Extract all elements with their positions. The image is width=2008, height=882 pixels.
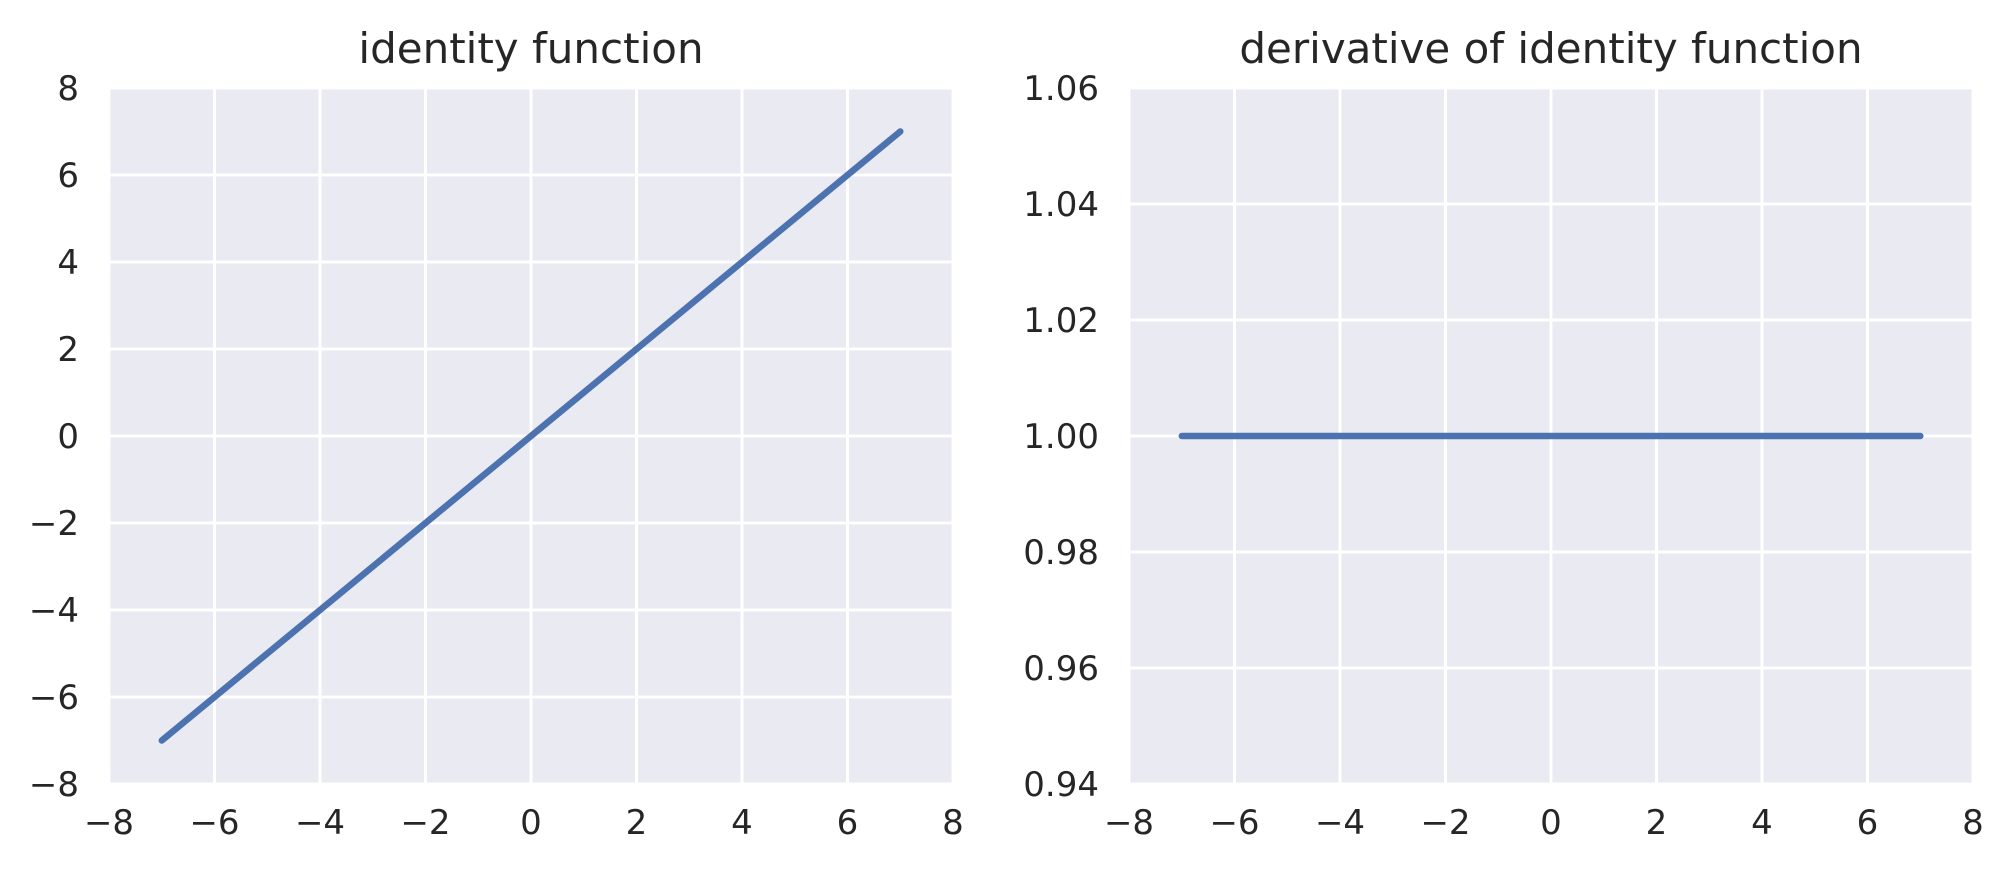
y-tick-label: 0 bbox=[57, 417, 79, 457]
y-tick-label: 1.02 bbox=[1023, 301, 1099, 341]
y-tick-label: −6 bbox=[29, 678, 79, 718]
derivative-chart-title: derivative of identity function bbox=[1239, 24, 1862, 73]
y-tick-label: 0.98 bbox=[1023, 533, 1099, 573]
identity-chart-title: identity function bbox=[358, 24, 703, 73]
x-tick-label: 8 bbox=[942, 803, 964, 843]
x-tick-label: 0 bbox=[1540, 803, 1562, 843]
y-tick-label: −8 bbox=[29, 765, 79, 805]
y-tick-label: 0.94 bbox=[1023, 765, 1099, 805]
x-tick-label: −2 bbox=[400, 803, 450, 843]
y-tick-label: 2 bbox=[57, 330, 79, 370]
x-tick-label: −4 bbox=[295, 803, 345, 843]
y-tick-label: 8 bbox=[57, 69, 79, 109]
y-tick-label: 1.04 bbox=[1023, 185, 1099, 225]
derivative-tick-labels: −8 −6 −4 −2 0 2 4 6 8 0.94 0.96 0.98 1.00 1.02 1.04 1.0… bbox=[1023, 69, 1984, 843]
x-tick-label: 6 bbox=[837, 803, 859, 843]
x-tick-label: −8 bbox=[84, 803, 134, 843]
identity-tick-labels: −8 −6 −4 −2 0 2 4 6 8 −8 −6 −4 −2 0 2 4 6 8 bbox=[29, 69, 964, 843]
x-tick-label: −4 bbox=[1315, 803, 1365, 843]
y-tick-label: 0.96 bbox=[1023, 649, 1099, 689]
x-tick-label: 4 bbox=[731, 803, 753, 843]
identity-chart: −8 −6 −4 −2 0 2 4 6 8 −8 −6 −4 −2 0 2 4 6 8 identity func… bbox=[29, 24, 964, 843]
x-tick-label: 2 bbox=[1646, 803, 1668, 843]
x-tick-label: −6 bbox=[189, 803, 239, 843]
x-tick-label: 0 bbox=[520, 803, 542, 843]
derivative-chart: −8 −6 −4 −2 0 2 4 6 8 0.94 0.96 0.98 1.00 1.02 1.04 1.0… bbox=[1023, 24, 1984, 843]
x-tick-label: −2 bbox=[1420, 803, 1470, 843]
identity-series bbox=[158, 128, 904, 744]
x-tick-label: −8 bbox=[1104, 803, 1154, 843]
y-tick-label: 1.00 bbox=[1023, 417, 1099, 457]
x-tick-label: 4 bbox=[1751, 803, 1773, 843]
x-tick-label: 2 bbox=[626, 803, 648, 843]
y-tick-label: 1.06 bbox=[1023, 69, 1099, 109]
y-tick-label: 4 bbox=[57, 243, 79, 283]
x-tick-label: −6 bbox=[1209, 803, 1259, 843]
x-tick-label: 6 bbox=[1857, 803, 1879, 843]
y-tick-label: 6 bbox=[57, 156, 79, 196]
x-tick-label: 8 bbox=[1962, 803, 1984, 843]
series-line-0 bbox=[158, 128, 904, 744]
y-tick-label: −4 bbox=[29, 591, 79, 631]
y-tick-label: −2 bbox=[29, 504, 79, 544]
